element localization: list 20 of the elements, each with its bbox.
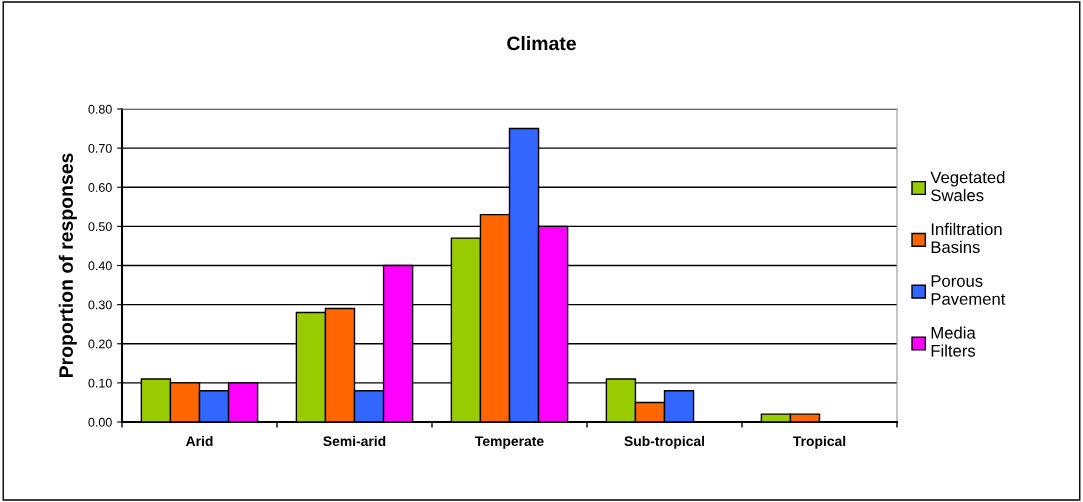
- y-tick-label: 0.00: [88, 417, 112, 427]
- y-tick-label: 0.60: [88, 183, 112, 192]
- y-axis-title: Proportion of responses: [58, 153, 77, 378]
- y-tick-label: 0.20: [88, 339, 112, 349]
- legend-label: Infiltration Basins: [931, 222, 1002, 254]
- chart-title: Climate: [507, 36, 576, 51]
- y-tick-label: 0.80: [88, 104, 112, 114]
- legend-label: Vegetated Swales: [930, 171, 1005, 202]
- x-tick-label: Arid: [185, 435, 213, 447]
- x-tick-label: Sub-tropical: [624, 435, 705, 449]
- x-tick-label: Semi-arid: [323, 435, 386, 447]
- y-tick-label: 0.10: [88, 378, 112, 388]
- y-tick-label: 0.30: [88, 300, 112, 310]
- y-tick-label: 0.40: [88, 261, 112, 271]
- legend-label: Porous Pavement: [931, 275, 1006, 305]
- legend-label: Media Filters: [931, 326, 976, 357]
- x-tick-label: Temperate: [475, 436, 544, 449]
- y-tick-label: 0.50: [88, 222, 112, 232]
- x-tick-label: Tropical: [793, 435, 846, 449]
- y-tick-label: 0.70: [88, 143, 112, 153]
